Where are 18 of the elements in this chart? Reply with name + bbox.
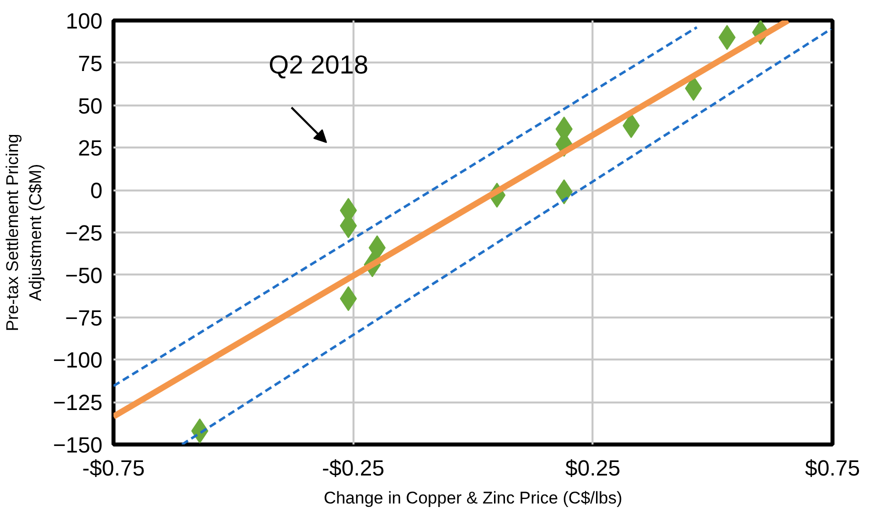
annotation: Q2 2018 (268, 50, 368, 80)
y-tick-label: 50 (78, 93, 103, 118)
y-tick-label: −50 (65, 262, 103, 288)
x-tick-label: -$0.25 (322, 456, 384, 480)
y-tick-label: −150 (52, 432, 103, 458)
y-tick-label: 100 (66, 8, 103, 34)
y-tick-label: −75 (65, 305, 103, 330)
y-tick-label: 0 (90, 178, 103, 204)
y-tick-label: 25 (78, 136, 103, 161)
x-axis-title: Change in Copper & Zinc Price (C$/lbs) (324, 488, 622, 508)
y-tick-label: −100 (52, 348, 103, 373)
y-tick-label: 75 (78, 50, 103, 76)
y-tick-label: −125 (52, 390, 103, 416)
x-tick-label: -$0.75 (82, 456, 145, 480)
x-tick-label: $0.75 (804, 456, 860, 480)
x-tick-label: $0.25 (565, 456, 620, 480)
y-axis-title: Pre-tax Settlement Pricing Adjustment (C$M) (3, 134, 45, 332)
y-tick-label: −25 (65, 220, 103, 246)
